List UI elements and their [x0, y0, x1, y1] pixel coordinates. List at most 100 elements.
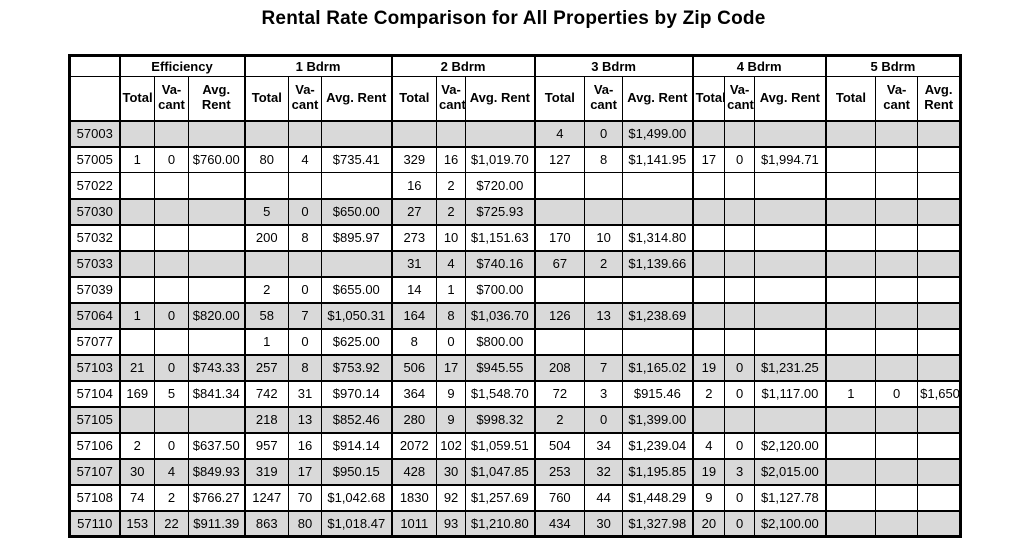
data-cell [917, 484, 962, 511]
data-cell [824, 146, 877, 173]
data-cell: 0 [288, 197, 323, 226]
data-cell: 164 [390, 301, 438, 330]
data-cell: 218 [243, 405, 290, 434]
data-cell: 0 [724, 353, 756, 382]
data-cell: 20 [691, 509, 726, 538]
zip-cell: 57005 [69, 146, 120, 173]
corner-cell-top [69, 55, 120, 77]
zip-cell: 57103 [69, 353, 120, 382]
data-cell [118, 405, 155, 434]
data-cell [187, 224, 246, 251]
data-cell [875, 146, 919, 173]
data-cell: 760 [533, 484, 586, 511]
data-cell: 72 [533, 380, 586, 407]
data-cell [917, 509, 962, 538]
group-header-4-bdrm: 4 Bdrm [691, 55, 827, 77]
data-cell: $1,327.98 [622, 509, 694, 538]
data-cell [118, 224, 155, 251]
data-cell: $1,210.80 [465, 509, 536, 538]
group-header-3-bdrm: 3 Bdrm [533, 55, 694, 77]
sub-header-row: Total Va-cant Avg. Rent Total Va-cant Avg. Re… [69, 76, 962, 122]
data-cell [584, 172, 624, 199]
data-cell [691, 276, 726, 303]
data-cell [584, 276, 624, 303]
data-cell [533, 172, 586, 199]
data-cell [824, 301, 877, 330]
data-cell [187, 197, 246, 226]
data-cell [824, 224, 877, 251]
table-row: 57106 2 0 $637.50 957 16 $914.14 2072 102 $1,059.… [69, 432, 962, 459]
data-cell [724, 224, 756, 251]
data-cell: 0 [436, 328, 467, 355]
data-cell [875, 119, 919, 148]
data-cell [917, 353, 962, 382]
data-cell: 17 [436, 353, 467, 382]
data-cell: $820.00 [187, 301, 246, 330]
group-header-1-bdrm: 1 Bdrm [243, 55, 393, 77]
zip-cell: 57107 [69, 457, 120, 486]
data-cell: $1,050.31 [321, 301, 393, 330]
data-cell: 30 [584, 509, 624, 538]
table-row: 57005 1 0 $760.00 80 4 $735.41 329 16 $1,019.70 12… [69, 146, 962, 173]
data-cell: 0 [724, 380, 756, 407]
data-cell [187, 276, 246, 303]
data-cell: 126 [533, 301, 586, 330]
data-cell [875, 276, 919, 303]
data-cell: 0 [875, 380, 919, 407]
data-cell: 127 [533, 146, 586, 173]
data-cell: $1,127.78 [754, 484, 827, 511]
data-cell [154, 197, 189, 226]
col-header-va-cant: Va-cant [436, 76, 467, 122]
data-cell: 428 [390, 457, 438, 486]
data-cell: $1,448.29 [622, 484, 694, 511]
data-cell: $735.41 [321, 146, 393, 173]
table-row: 57104 169 5 $841.34 742 31 $970.14 364 9 $1,548.7… [69, 380, 962, 407]
data-cell: 0 [584, 405, 624, 434]
data-cell: 153 [118, 509, 155, 538]
data-cell: 31 [390, 249, 438, 278]
data-cell [824, 197, 877, 226]
data-cell [187, 249, 246, 278]
data-cell [154, 328, 189, 355]
data-cell: $760.00 [187, 146, 246, 173]
data-cell: 506 [390, 353, 438, 382]
data-cell [154, 224, 189, 251]
data-cell: 80 [243, 146, 290, 173]
data-cell [724, 172, 756, 199]
data-cell: 1 [118, 146, 155, 173]
data-cell: 32 [584, 457, 624, 486]
data-cell [691, 328, 726, 355]
data-cell: 4 [154, 457, 189, 486]
data-cell [917, 432, 962, 459]
data-cell [824, 432, 877, 459]
data-cell: 17 [288, 457, 323, 486]
table-row: 57003 4 0 $1,499.00 [69, 119, 962, 148]
table-row: 57039 2 0 $655.00 14 1 $700.00 [69, 276, 962, 303]
col-header-va-cant: Va-cant [724, 76, 756, 122]
data-cell [724, 276, 756, 303]
data-cell: $1,018.47 [321, 509, 393, 538]
data-cell [691, 172, 726, 199]
data-cell [724, 249, 756, 278]
data-cell [754, 301, 827, 330]
data-cell [187, 172, 246, 199]
table-row: 57030 5 0 $650.00 27 2 $725.93 [69, 197, 962, 226]
zip-cell: 57110 [69, 509, 120, 538]
data-cell: 8 [288, 353, 323, 382]
group-header-row: Efficiency 1 Bdrm 2 Bdrm 3 Bdrm 4 Bdrm 5 Bdrm [69, 55, 962, 77]
data-cell: $914.14 [321, 432, 393, 459]
col-header-total: Total [691, 76, 726, 122]
data-cell [533, 276, 586, 303]
zip-cell: 57105 [69, 405, 120, 434]
data-cell: $1,994.71 [754, 146, 827, 173]
data-cell: 14 [390, 276, 438, 303]
data-cell: 10 [436, 224, 467, 251]
data-cell: $1,231.25 [754, 353, 827, 382]
data-cell: 8 [436, 301, 467, 330]
data-cell: $720.00 [465, 172, 536, 199]
page-title: Rental Rate Comparison for All Propertie… [261, 8, 766, 29]
data-cell [622, 172, 694, 199]
col-header-avg-rent: Avg. Rent [187, 76, 246, 122]
data-cell [533, 197, 586, 226]
data-cell: 102 [436, 432, 467, 459]
